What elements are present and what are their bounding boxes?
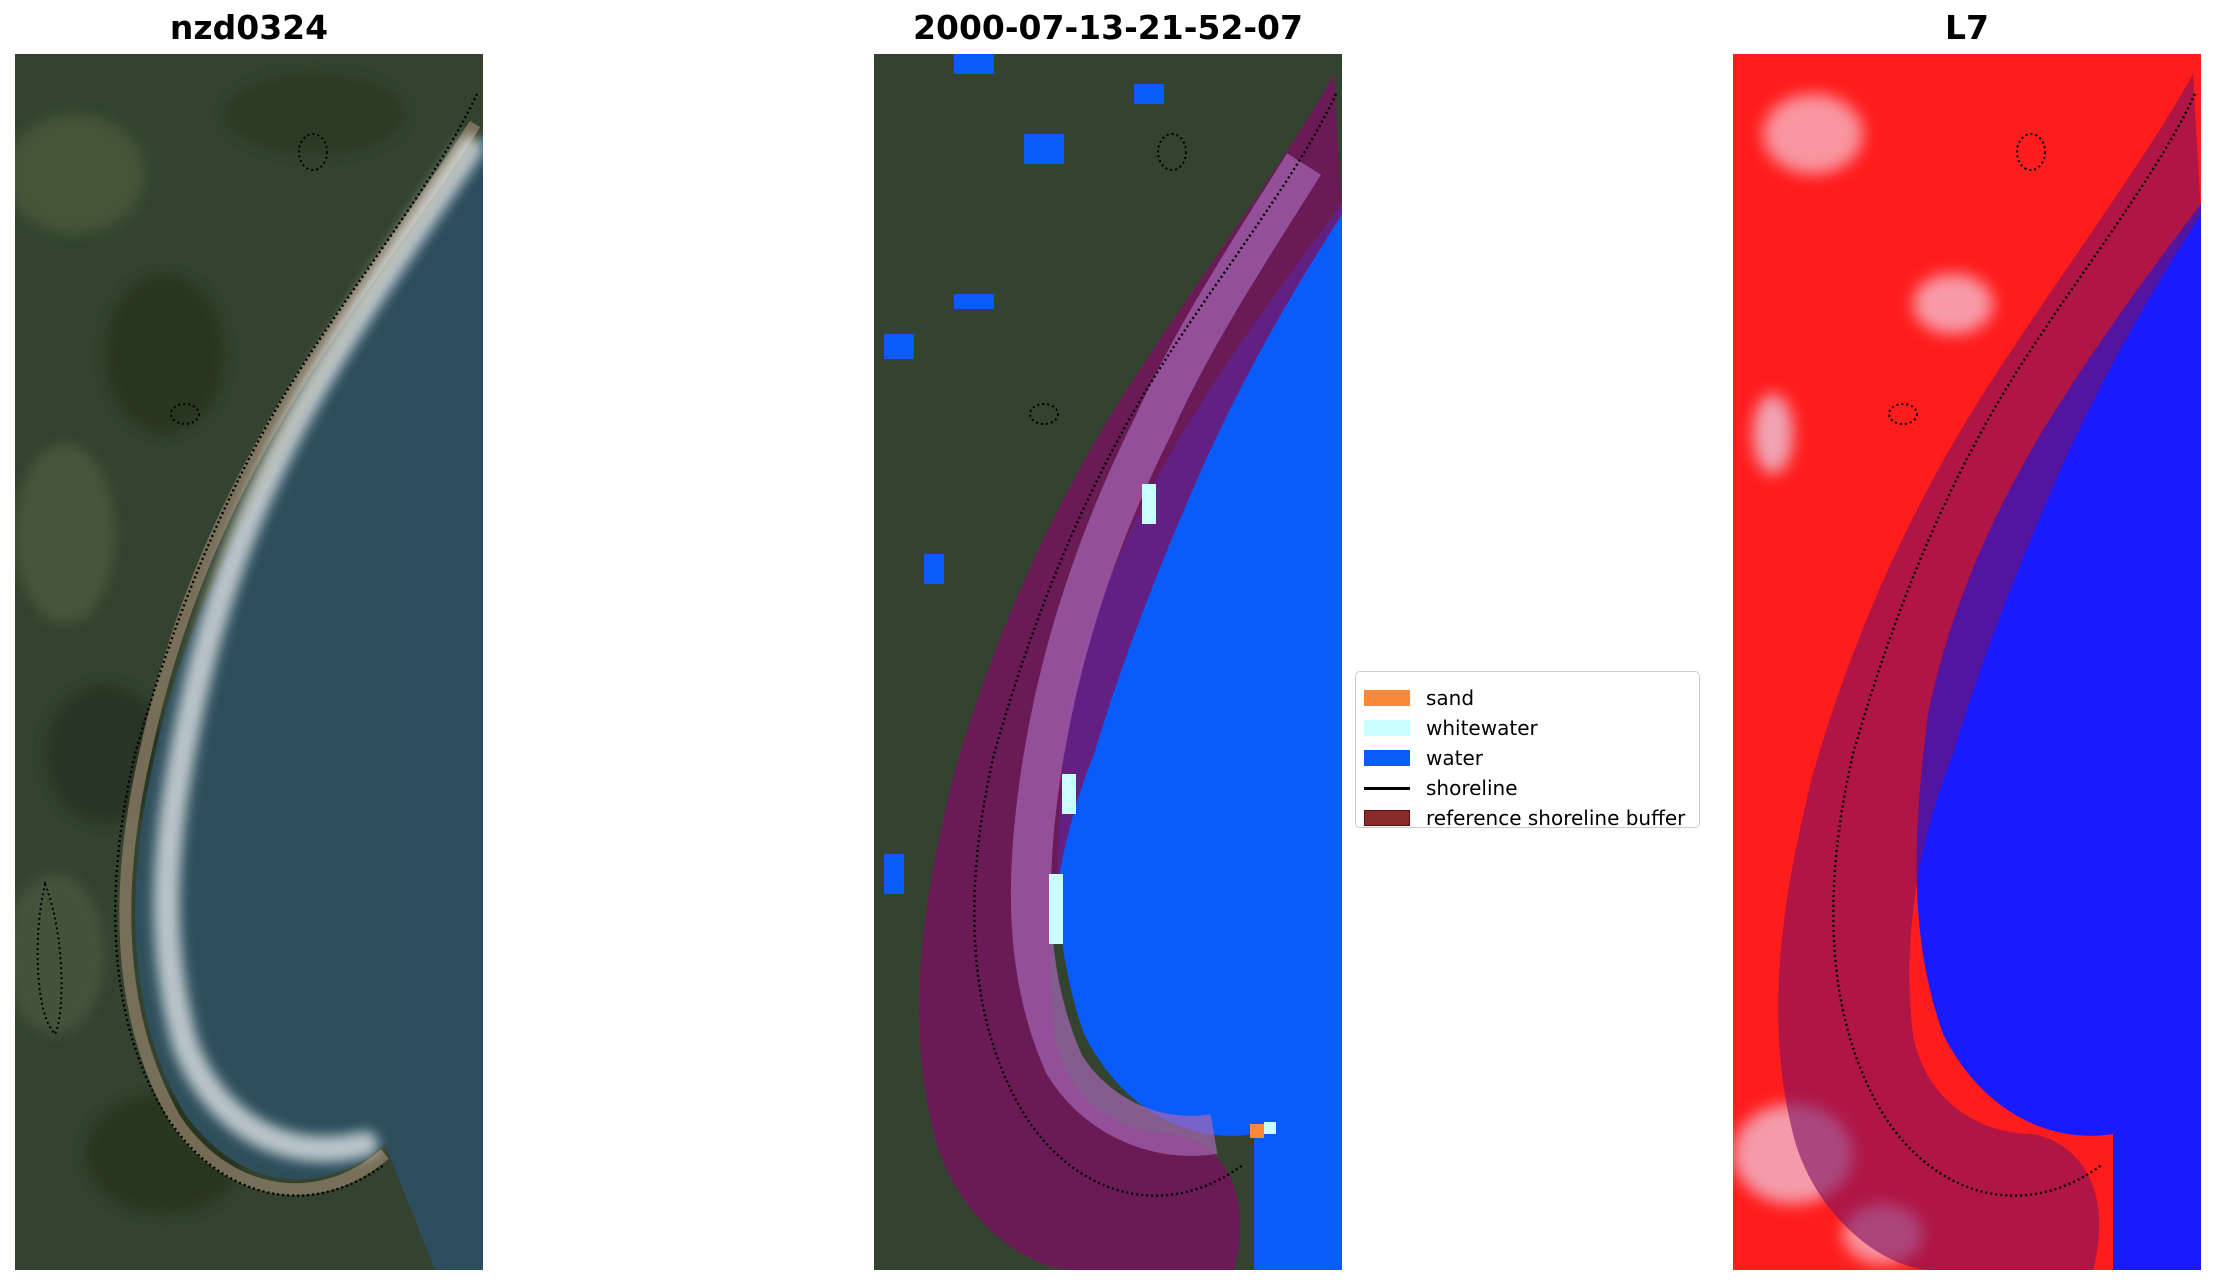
rgb-image xyxy=(15,54,483,1270)
rgb-image-panel xyxy=(15,54,483,1270)
legend: sand whitewater water shoreline referenc… xyxy=(1355,671,1700,830)
panel-title-1: nzd0324 xyxy=(169,8,329,47)
legend-label: reference shoreline buffer xyxy=(1426,806,1686,830)
index-image xyxy=(1733,54,2201,1270)
legend-label: sand xyxy=(1426,686,1475,710)
legend-item-sand: sand xyxy=(1364,686,1474,710)
water-swatch xyxy=(1364,750,1410,766)
whitewater-swatch xyxy=(1364,720,1410,736)
legend-label: whitewater xyxy=(1426,716,1538,740)
legend-item-shoreline: shoreline xyxy=(1364,776,1518,800)
buffer-swatch xyxy=(1364,810,1410,826)
legend-item-buffer: reference shoreline buffer xyxy=(1364,806,1685,830)
shoreline-line-swatch xyxy=(1364,786,1410,790)
classified-image-panel xyxy=(874,54,1342,1270)
panel-title-3: L7 xyxy=(1945,8,1989,47)
sand-swatch xyxy=(1364,690,1410,706)
legend-label: water xyxy=(1426,746,1483,770)
index-image-panel xyxy=(1733,54,2201,1270)
legend-item-water: water xyxy=(1364,746,1483,770)
legend-label: shoreline xyxy=(1426,776,1518,800)
legend-item-whitewater: whitewater xyxy=(1364,716,1538,740)
classified-image xyxy=(874,54,1342,1270)
panel-title-2: 2000-07-13-21-52-07 xyxy=(913,8,1303,47)
